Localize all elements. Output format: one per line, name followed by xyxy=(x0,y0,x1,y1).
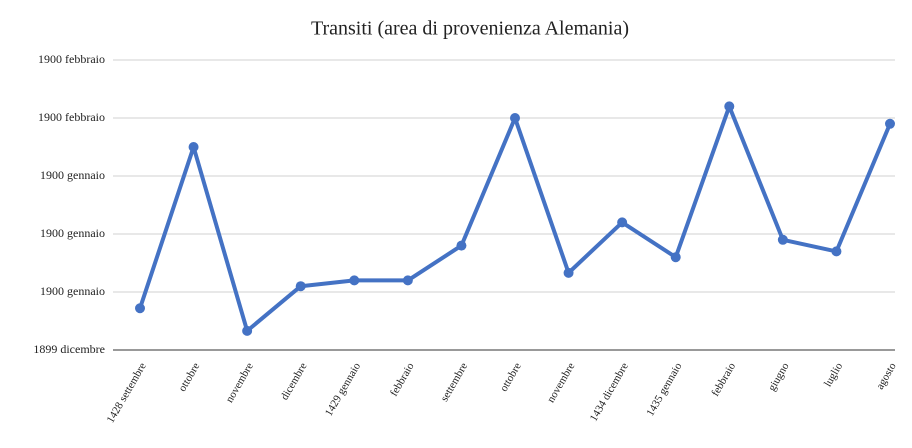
point xyxy=(349,275,360,286)
x-tick-label: 1435 gennaio xyxy=(644,360,684,418)
point xyxy=(402,275,413,286)
x-tick-label: 1428 settembre xyxy=(105,361,149,426)
y-tick-label: 1900 gennaio xyxy=(40,226,105,240)
point xyxy=(724,101,735,112)
point xyxy=(456,240,467,251)
x-tick-label: 1434 dicembre xyxy=(588,361,631,424)
point xyxy=(670,252,681,263)
x-tick-label: febbraio xyxy=(388,360,417,398)
y-tick-label: 1900 febbraio xyxy=(38,110,105,124)
point xyxy=(563,267,574,278)
line xyxy=(138,104,892,333)
point xyxy=(617,217,628,228)
x-tick-label: ottobre xyxy=(176,361,202,394)
x-tick-label: luglio xyxy=(822,360,845,389)
point xyxy=(188,142,199,152)
y-tick-label: 1900 febbraio xyxy=(38,52,105,66)
x-tick-label: ottobre xyxy=(498,361,524,394)
y-tick-label: 1900 gennaio xyxy=(40,284,105,298)
x-tick-label: settembre xyxy=(438,361,470,404)
point xyxy=(510,113,520,123)
y-tick-label: 1900 gennaio xyxy=(40,168,105,182)
chart-title: Transiti (area di provenienza Alemania) xyxy=(311,18,629,40)
x-tick-label: dicembre xyxy=(279,361,310,403)
point xyxy=(242,325,253,336)
y-tick-label: 1899 dicembre xyxy=(33,342,105,356)
point xyxy=(885,118,895,129)
x-tick-label: novembre xyxy=(224,361,256,405)
point xyxy=(295,281,306,292)
x-tick-label: giugno xyxy=(766,360,792,393)
x-tick-label: agosto xyxy=(874,360,899,391)
point xyxy=(831,246,842,257)
x-tick-label: 1429 gennaio xyxy=(323,360,363,418)
x-tick-label: febbraio xyxy=(709,360,738,398)
x-tick-label: novembre xyxy=(545,361,577,405)
point xyxy=(135,303,145,314)
point xyxy=(777,234,788,245)
